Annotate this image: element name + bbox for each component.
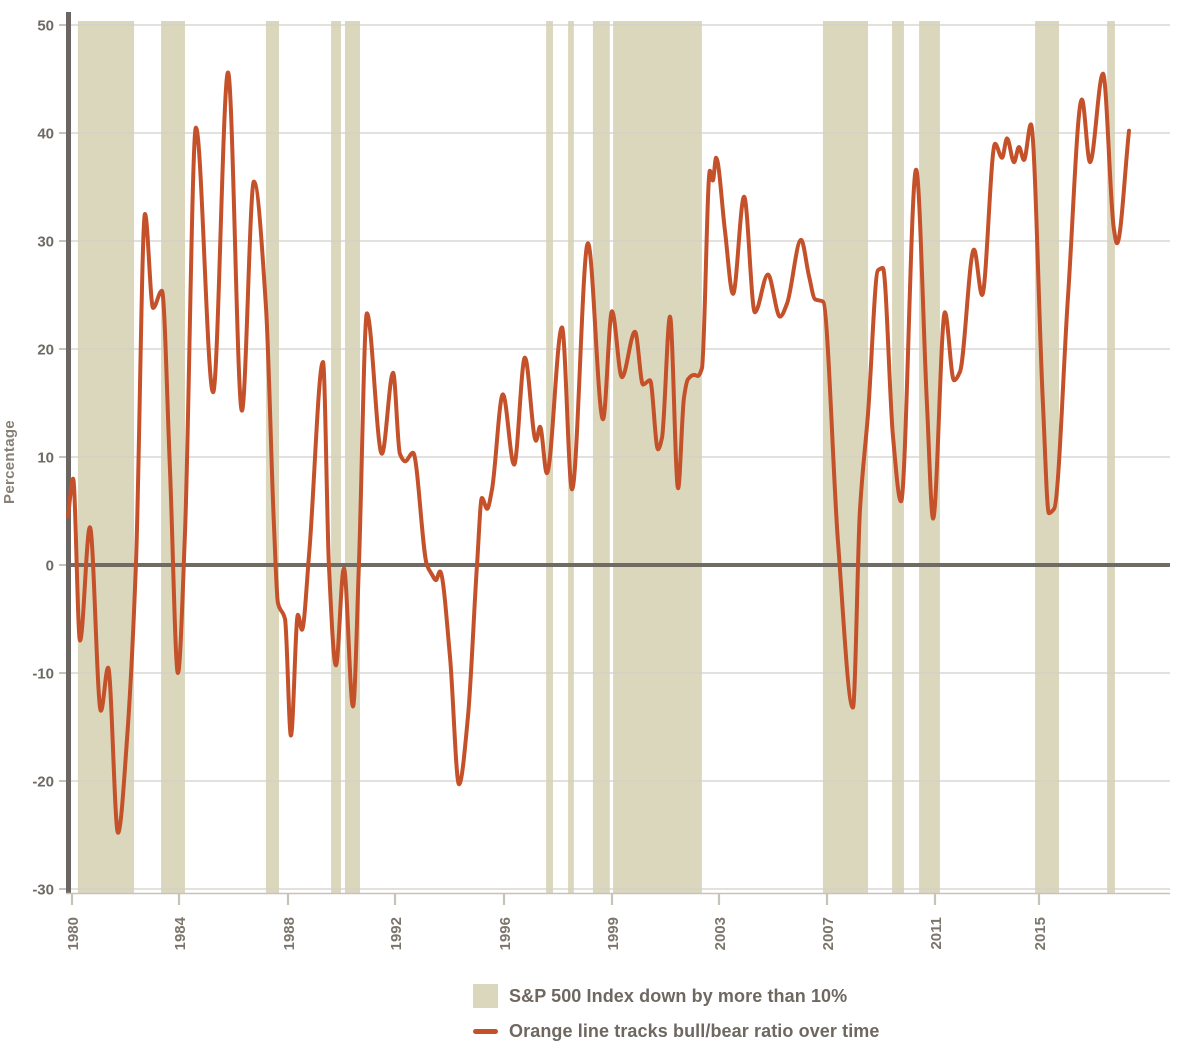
y-tick-label: 20 — [37, 342, 54, 359]
legend-item-bullbear-line: Orange line tracks bull/bear ratio over … — [473, 1021, 880, 1042]
y-tick-label: -30 — [32, 882, 54, 899]
drawdown-band-label: S&P 500 Index down by more than 10% — [509, 985, 848, 1006]
y-tick-label: 10 — [37, 450, 54, 467]
y-tick-label: 50 — [37, 18, 54, 35]
x-tick-label: 1988 — [281, 917, 298, 950]
drawdown-band-swatch — [473, 984, 498, 1008]
y-axis-line — [66, 12, 71, 894]
bullbear-line-swatch — [473, 1029, 498, 1034]
bullbear-line-label: Orange line tracks bull/bear ratio over … — [509, 1021, 880, 1041]
y-tick-label: 40 — [37, 126, 54, 143]
x-tick-label: 2003 — [712, 917, 729, 950]
chart-legend: S&P 500 Index down by more than 10% Oran… — [473, 984, 880, 1042]
x-tick-label: 2015 — [1032, 917, 1049, 950]
x-tick-label: 1996 — [497, 917, 514, 950]
x-tick-label: 1984 — [172, 916, 189, 950]
bullbear-ratio-line — [66, 70, 1131, 835]
y-axis-title: Percentage — [1, 420, 18, 504]
x-tick-label: 1980 — [65, 917, 82, 950]
x-tick-label: 1992 — [388, 917, 405, 950]
x-tick-label: 2011 — [928, 917, 945, 950]
y-tick-label: -10 — [32, 666, 54, 683]
y-tick-label: -20 — [32, 774, 54, 791]
legend-item-drawdown-band: S&P 500 Index down by more than 10% — [473, 984, 880, 1008]
y-tick-label: 0 — [46, 558, 54, 575]
x-tick-label: 2007 — [820, 917, 837, 950]
y-tick-label: 30 — [37, 234, 54, 251]
x-tick-label: 1999 — [605, 917, 622, 950]
